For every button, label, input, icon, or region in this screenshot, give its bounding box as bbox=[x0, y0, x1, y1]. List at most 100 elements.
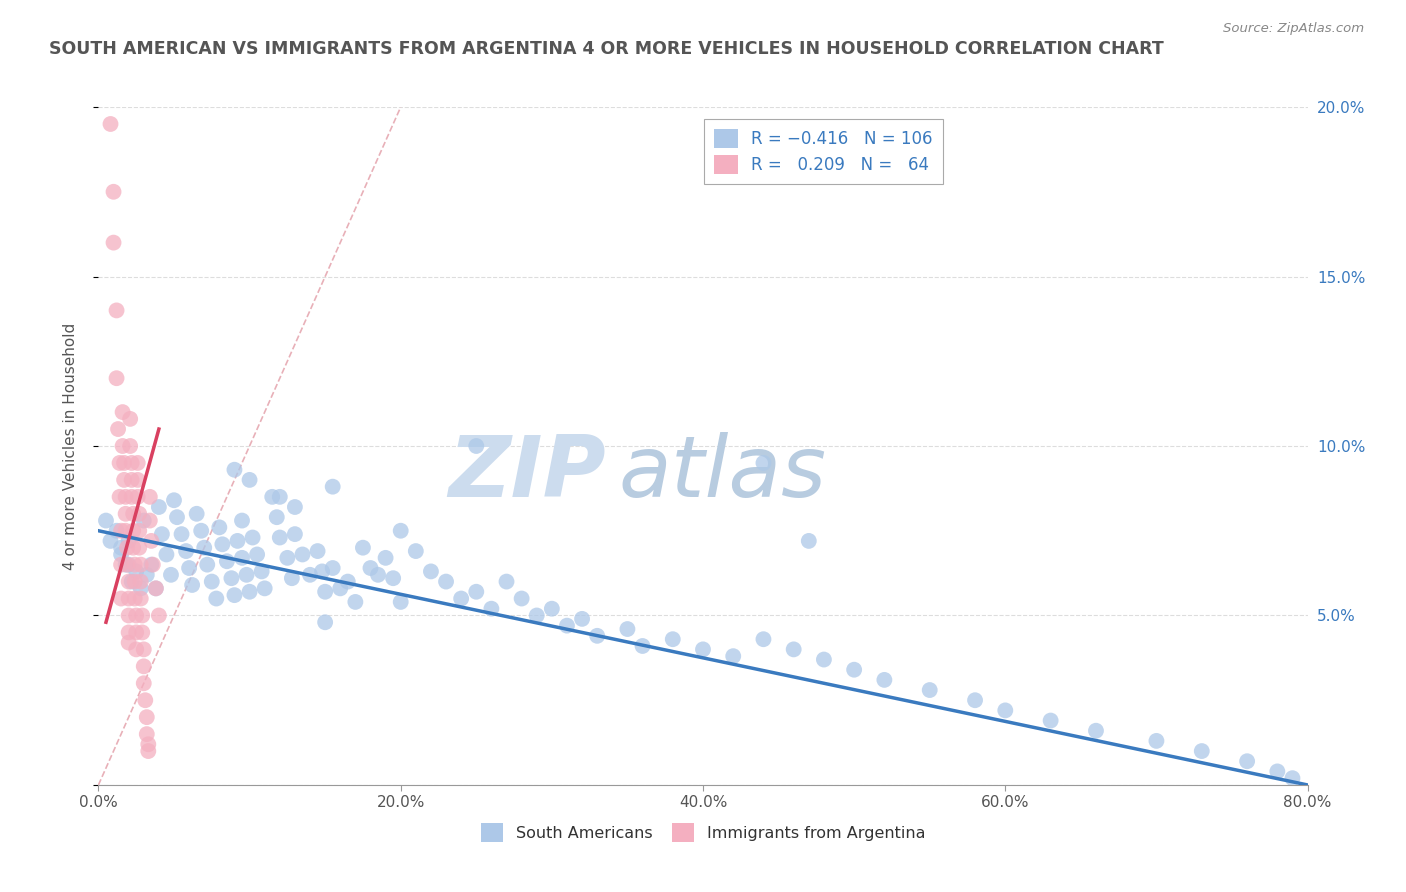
Point bbox=[226, 533, 249, 548]
Point bbox=[129, 574, 152, 589]
Point bbox=[221, 571, 243, 585]
Point bbox=[129, 582, 152, 596]
Point bbox=[246, 548, 269, 562]
Point bbox=[367, 567, 389, 582]
Point bbox=[160, 567, 183, 582]
Point bbox=[125, 642, 148, 657]
Point bbox=[110, 541, 132, 555]
Point bbox=[110, 558, 132, 572]
Point bbox=[131, 625, 153, 640]
Point bbox=[145, 582, 167, 596]
Point bbox=[150, 527, 173, 541]
Point bbox=[465, 439, 488, 453]
Point bbox=[136, 737, 159, 751]
Point bbox=[120, 439, 142, 453]
Point bbox=[118, 533, 141, 548]
Point bbox=[94, 514, 117, 528]
Point bbox=[108, 490, 131, 504]
Point bbox=[510, 591, 533, 606]
Point bbox=[114, 524, 136, 538]
Point bbox=[112, 456, 135, 470]
Point bbox=[128, 541, 150, 555]
Point bbox=[389, 595, 412, 609]
Point bbox=[124, 574, 146, 589]
Point bbox=[201, 574, 224, 589]
Point bbox=[118, 608, 141, 623]
Legend: South Americans, Immigrants from Argentina: South Americans, Immigrants from Argenti… bbox=[474, 817, 932, 848]
Point bbox=[723, 649, 745, 664]
Point bbox=[420, 565, 443, 579]
Point bbox=[284, 500, 307, 514]
Point bbox=[132, 514, 155, 528]
Point bbox=[586, 629, 609, 643]
Point bbox=[224, 588, 246, 602]
Point bbox=[127, 456, 149, 470]
Point bbox=[291, 548, 314, 562]
Point bbox=[231, 514, 253, 528]
Point bbox=[125, 565, 148, 579]
Point bbox=[205, 591, 228, 606]
Point bbox=[495, 574, 517, 589]
Point bbox=[155, 548, 177, 562]
Point bbox=[131, 608, 153, 623]
Point bbox=[965, 693, 987, 707]
Point bbox=[797, 533, 820, 548]
Point bbox=[1191, 744, 1213, 758]
Point bbox=[329, 582, 352, 596]
Point bbox=[215, 554, 238, 568]
Point bbox=[105, 303, 128, 318]
Point bbox=[118, 574, 141, 589]
Point bbox=[121, 490, 143, 504]
Point bbox=[125, 608, 148, 623]
Point bbox=[481, 601, 503, 615]
Point bbox=[195, 558, 218, 572]
Point bbox=[266, 510, 288, 524]
Point bbox=[752, 632, 775, 647]
Point bbox=[193, 541, 215, 555]
Point bbox=[311, 565, 333, 579]
Point bbox=[118, 625, 141, 640]
Point bbox=[179, 561, 201, 575]
Point bbox=[389, 524, 412, 538]
Point bbox=[253, 582, 276, 596]
Point bbox=[121, 473, 143, 487]
Point bbox=[139, 490, 162, 504]
Point bbox=[170, 527, 193, 541]
Point bbox=[540, 601, 562, 615]
Point bbox=[136, 744, 159, 758]
Point bbox=[1236, 754, 1258, 768]
Point bbox=[284, 527, 307, 541]
Point bbox=[322, 480, 344, 494]
Point bbox=[118, 558, 141, 572]
Point bbox=[129, 558, 152, 572]
Point bbox=[616, 622, 638, 636]
Point bbox=[141, 558, 163, 572]
Point bbox=[110, 548, 132, 562]
Point bbox=[322, 561, 344, 575]
Point bbox=[110, 524, 132, 538]
Point bbox=[918, 683, 941, 698]
Point bbox=[127, 490, 149, 504]
Point bbox=[281, 571, 304, 585]
Point bbox=[122, 524, 145, 538]
Point bbox=[111, 439, 134, 453]
Point bbox=[110, 591, 132, 606]
Point bbox=[148, 608, 170, 623]
Point bbox=[239, 473, 262, 487]
Point bbox=[114, 507, 136, 521]
Point bbox=[190, 524, 212, 538]
Point bbox=[112, 473, 135, 487]
Point bbox=[752, 456, 775, 470]
Point bbox=[571, 612, 593, 626]
Point bbox=[873, 673, 896, 687]
Point bbox=[224, 463, 246, 477]
Point bbox=[100, 533, 122, 548]
Point bbox=[128, 507, 150, 521]
Point bbox=[174, 544, 197, 558]
Text: SOUTH AMERICAN VS IMMIGRANTS FROM ARGENTINA 4 OR MORE VEHICLES IN HOUSEHOLD CORR: SOUTH AMERICAN VS IMMIGRANTS FROM ARGENT… bbox=[49, 40, 1164, 58]
Point bbox=[631, 639, 654, 653]
Point bbox=[994, 703, 1017, 717]
Point bbox=[276, 550, 298, 565]
Point bbox=[555, 618, 578, 632]
Point bbox=[124, 558, 146, 572]
